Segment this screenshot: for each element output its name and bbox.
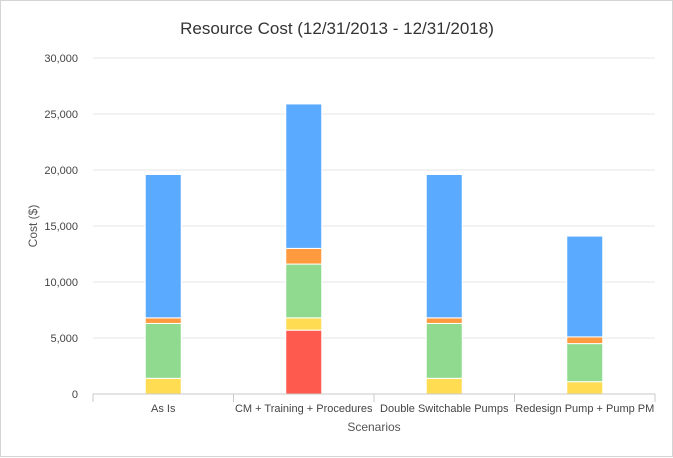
bar-segment[interactable] <box>566 336 604 345</box>
y-tick-label: 10,000 <box>44 277 78 289</box>
y-tick-label: 30,000 <box>44 53 78 65</box>
bar-segment[interactable] <box>144 173 182 319</box>
bar-segment[interactable] <box>144 317 182 324</box>
y-tick-label: 15,000 <box>44 221 78 233</box>
bar-segment[interactable] <box>285 263 323 319</box>
bar-segment[interactable] <box>285 329 323 395</box>
y-tick-label: 5,000 <box>50 333 78 345</box>
bar-segment[interactable] <box>144 322 182 379</box>
bar-segment[interactable] <box>144 377 182 395</box>
x-tick-label: As Is <box>151 403 176 415</box>
bar-segment[interactable] <box>425 322 463 379</box>
bar-segment[interactable] <box>566 235 604 338</box>
bar-segment[interactable] <box>285 103 323 249</box>
x-tick-label: Double Switchable Pumps <box>380 403 509 415</box>
bar-segment[interactable] <box>566 343 604 383</box>
y-axis-title: Cost ($) <box>26 205 40 248</box>
bar-segment[interactable] <box>285 247 323 265</box>
x-axis-title: Scenarios <box>347 420 400 434</box>
bar-segment[interactable] <box>566 381 604 395</box>
bar-segment[interactable] <box>285 317 323 331</box>
gridlines <box>93 57 655 339</box>
bars <box>144 103 604 395</box>
y-axis-ticks: 0 5,000 10,000 15,000 20,000 25,000 30,000 <box>44 53 78 401</box>
y-tick-label: 20,000 <box>44 165 78 177</box>
bar-segment[interactable] <box>425 377 463 395</box>
x-tick-label: CM + Training + Procedures <box>235 403 373 415</box>
y-tick-label: 25,000 <box>44 109 78 121</box>
x-tick-label: Redesign Pump + Pump PM <box>515 403 654 415</box>
y-tick-label: 0 <box>72 389 78 401</box>
chart-title: Resource Cost (12/31/2013 - 12/31/2018) <box>180 19 494 38</box>
x-axis-ticks: As Is CM + Training + Procedures Double Sw… <box>92 394 656 415</box>
bar-segment[interactable] <box>425 317 463 324</box>
bar-segment[interactable] <box>425 173 463 319</box>
